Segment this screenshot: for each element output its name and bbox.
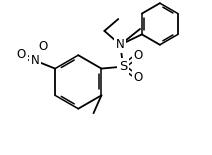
Text: N: N xyxy=(31,54,40,67)
Text: S: S xyxy=(119,60,127,73)
Text: N: N xyxy=(116,38,125,51)
Text: O: O xyxy=(134,49,143,62)
Text: O: O xyxy=(17,48,26,61)
Text: O: O xyxy=(39,40,48,53)
Text: O: O xyxy=(134,71,143,84)
